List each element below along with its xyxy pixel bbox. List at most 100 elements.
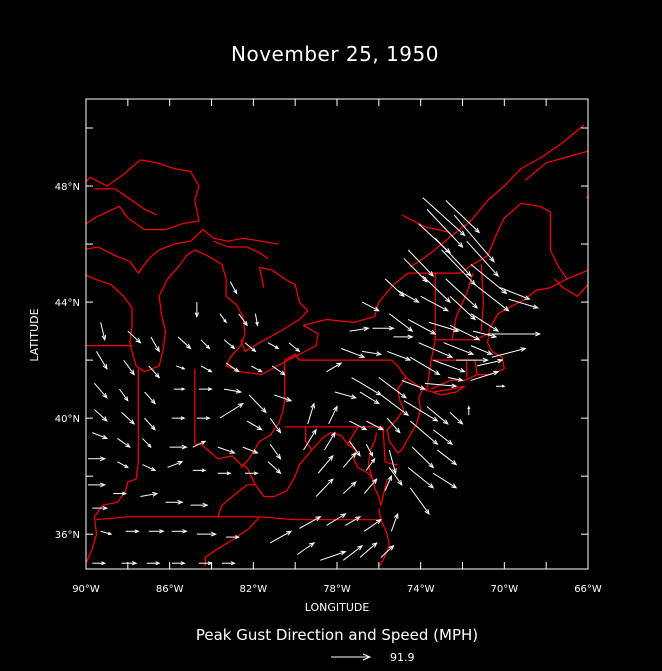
gust-arrow bbox=[342, 452, 357, 468]
boundary-line bbox=[94, 188, 158, 216]
gust-arrow bbox=[274, 394, 293, 402]
x-tick-label: 74°W bbox=[407, 584, 435, 595]
gust-arrow bbox=[171, 561, 186, 566]
boundary-line bbox=[386, 377, 424, 454]
gust-arrow bbox=[246, 420, 263, 431]
gust-arrow bbox=[420, 295, 450, 312]
boundary-line bbox=[401, 214, 451, 234]
gust-arrow bbox=[470, 345, 493, 355]
gust-arrow bbox=[223, 339, 236, 350]
axis-ticks bbox=[85, 99, 589, 569]
gust-arrow bbox=[426, 208, 464, 248]
gust-arrow bbox=[409, 356, 441, 376]
gust-arrow bbox=[487, 331, 542, 337]
gust-arrow bbox=[349, 441, 361, 457]
gust-arrow bbox=[217, 471, 232, 476]
gust-arrow bbox=[144, 417, 156, 431]
gust-arrow bbox=[432, 472, 458, 489]
gust-arrow bbox=[100, 322, 107, 342]
gust-arrow bbox=[390, 512, 399, 532]
gust-arrow bbox=[342, 544, 364, 561]
gust-arrow bbox=[315, 478, 334, 497]
gust-arrow bbox=[366, 420, 385, 431]
gust-arrow bbox=[320, 550, 347, 561]
gust-arrow bbox=[432, 429, 453, 445]
boundary-line bbox=[430, 278, 568, 390]
gust-arrow bbox=[445, 278, 479, 309]
gust-arrow bbox=[365, 444, 374, 458]
gust-arrow bbox=[449, 411, 464, 425]
gust-arrow bbox=[250, 365, 263, 373]
gust-arrow bbox=[226, 535, 240, 540]
boundary-line bbox=[96, 516, 381, 521]
gust-arrow bbox=[434, 237, 472, 277]
gust-arrow bbox=[177, 336, 192, 350]
gust-arrow bbox=[361, 301, 380, 312]
boundary-line bbox=[524, 150, 588, 181]
gust-arrow bbox=[401, 379, 427, 390]
gust-arrow bbox=[123, 359, 135, 376]
gust-arrow bbox=[326, 362, 343, 373]
gust-arrow bbox=[223, 388, 243, 394]
gust-arrow bbox=[94, 409, 108, 422]
gust-arrow bbox=[121, 561, 138, 566]
gust-vectors bbox=[88, 197, 542, 566]
gust-arrow bbox=[472, 330, 498, 339]
boundary-line bbox=[554, 278, 588, 297]
gust-arrow bbox=[424, 382, 458, 389]
gust-arrow bbox=[341, 348, 366, 358]
gust-arrow bbox=[349, 420, 368, 431]
gust-arrow bbox=[363, 518, 382, 532]
gust-arrow bbox=[271, 365, 286, 376]
gust-arrow bbox=[113, 491, 127, 496]
y-axis-label: LATITUDE bbox=[28, 308, 41, 361]
gust-arrow bbox=[508, 298, 540, 309]
boundary-line bbox=[435, 333, 488, 341]
gust-arrow bbox=[225, 362, 240, 373]
gust-arrow bbox=[150, 336, 160, 353]
gust-arrow bbox=[190, 502, 209, 508]
gust-arrow bbox=[167, 461, 184, 468]
gust-arrow bbox=[217, 446, 236, 454]
gust-arrow bbox=[470, 313, 500, 332]
y-tick-label: 36°N bbox=[55, 530, 80, 541]
boundary-line bbox=[382, 426, 398, 466]
gust-arrow bbox=[334, 391, 358, 399]
gust-arrow bbox=[221, 561, 236, 566]
gust-arrow bbox=[345, 516, 362, 526]
gust-arrow bbox=[269, 530, 293, 544]
gust-arrow bbox=[433, 359, 466, 373]
boundary-line bbox=[422, 385, 466, 396]
gust-arrow bbox=[200, 365, 213, 373]
gust-arrow bbox=[393, 334, 414, 340]
gust-arrow bbox=[317, 454, 334, 474]
gust-arrow bbox=[499, 287, 531, 300]
gust-arrow bbox=[307, 402, 315, 425]
boundary-line bbox=[451, 272, 474, 340]
gust-arrow bbox=[142, 438, 152, 449]
gust-arrow bbox=[146, 561, 161, 566]
gust-arrow bbox=[121, 411, 136, 425]
gust-arrow bbox=[447, 377, 464, 382]
boundary-line bbox=[240, 360, 286, 468]
gust-arrow bbox=[456, 357, 489, 363]
gust-arrow bbox=[117, 461, 129, 469]
x-tick-label: 86°W bbox=[156, 584, 184, 595]
gust-arrow bbox=[288, 342, 301, 353]
gust-arrow bbox=[426, 406, 449, 425]
gust-arrow bbox=[342, 481, 357, 494]
gust-arrow bbox=[100, 530, 113, 536]
x-tick-label: 82°W bbox=[240, 584, 268, 595]
gust-arrow bbox=[196, 416, 211, 421]
gust-arrow bbox=[88, 456, 107, 462]
gust-arrow bbox=[470, 370, 500, 381]
gust-arrow bbox=[93, 382, 108, 399]
boundary-line bbox=[86, 202, 588, 376]
gust-arrow bbox=[467, 405, 471, 416]
gust-arrow bbox=[411, 446, 435, 469]
gust-arrow bbox=[169, 444, 188, 450]
gust-arrow bbox=[148, 365, 161, 379]
gust-arrow bbox=[242, 446, 259, 454]
gust-arrow bbox=[219, 402, 244, 419]
boundary-line bbox=[86, 229, 279, 274]
